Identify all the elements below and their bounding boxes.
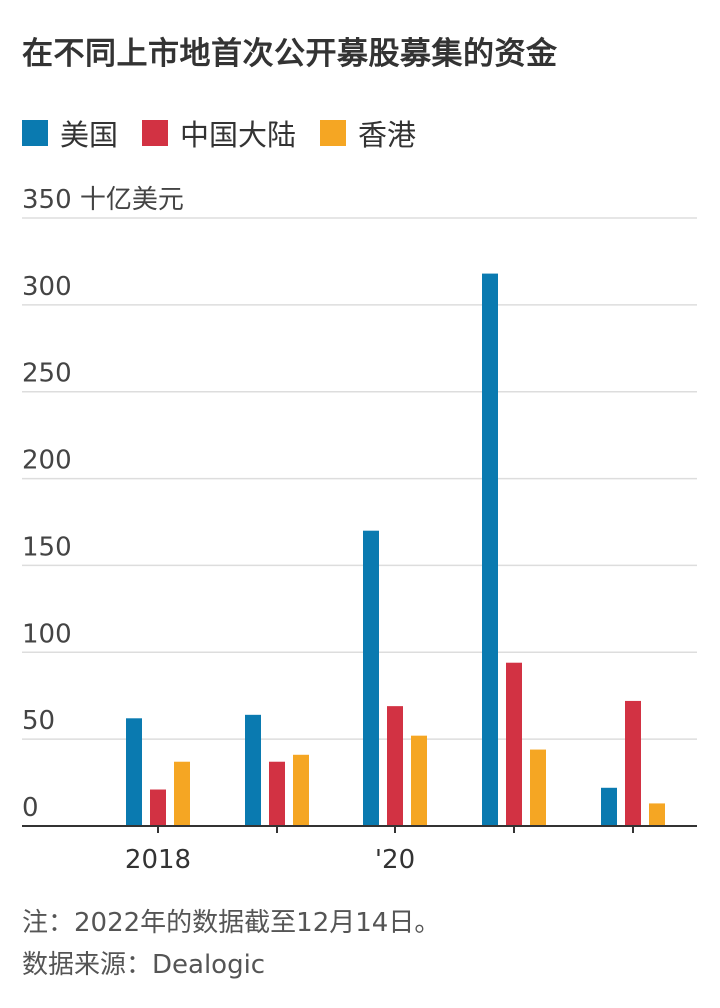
source-note: 数据来源：Dealogic xyxy=(22,950,266,980)
bar xyxy=(625,700,641,826)
legend-label-hongkong: 香港 xyxy=(358,118,417,152)
bar xyxy=(601,787,617,826)
bar-chart: 0 50 100 150 200 250 300 350 十亿美元 2018 '20 xyxy=(22,185,697,875)
legend-swatch-mainland xyxy=(142,120,169,146)
bar xyxy=(482,273,498,826)
legend-item-mainland: 中国大陆 xyxy=(142,112,296,154)
footnote: 注：2022年的数据截至12月14日。 xyxy=(22,908,441,938)
bar xyxy=(363,530,379,826)
legend-item-hongkong: 香港 xyxy=(320,112,416,154)
legend: 美国 中国大陆 香港 xyxy=(22,112,440,154)
legend-swatch-hongkong xyxy=(320,120,347,146)
bar xyxy=(649,803,665,826)
bar xyxy=(150,789,166,826)
chart-title: 在不同上市地首次公开募股募集的资金 xyxy=(22,36,558,72)
legend-label-mainland: 中国大陆 xyxy=(180,118,297,152)
y-tick-label: 200 xyxy=(22,446,72,476)
legend-label-us: 美国 xyxy=(60,118,119,152)
y-tick-label: 350 十亿美元 xyxy=(22,185,184,215)
x-tick-label: '20 xyxy=(375,845,415,875)
bar xyxy=(126,718,142,826)
y-tick-label: 300 xyxy=(22,272,72,302)
bar xyxy=(174,761,190,826)
y-tick-label: 250 xyxy=(22,359,72,389)
bar xyxy=(530,749,546,826)
bar xyxy=(387,706,403,826)
bar xyxy=(245,714,261,826)
legend-item-us: 美国 xyxy=(22,112,118,154)
bar xyxy=(411,735,427,826)
bar xyxy=(506,662,522,826)
y-tick-label: 0 xyxy=(22,793,39,823)
y-tick-label: 100 xyxy=(22,619,72,649)
legend-swatch-us xyxy=(22,120,48,146)
bar xyxy=(293,754,309,826)
x-tick-label: 2018 xyxy=(125,845,191,875)
bar xyxy=(269,761,285,826)
y-tick-label: 150 xyxy=(22,532,72,562)
y-tick-label: 50 xyxy=(22,706,55,736)
